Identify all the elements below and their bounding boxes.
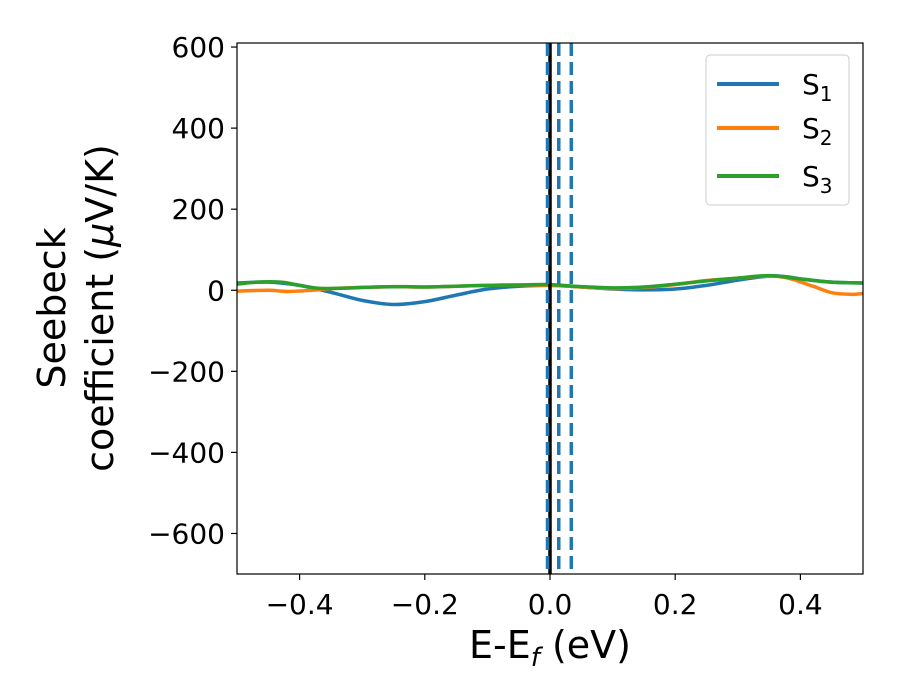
legend-sub-s1: 1 [820,82,833,106]
legend-item-s3: S3 [717,160,833,198]
y-tick-label: 600 [172,31,225,64]
svg-text:S1: S1 [802,68,833,106]
plot-area [237,43,863,574]
x-axis-label-main: E-E [469,623,531,667]
x-tick-label: −0.4 [266,588,334,621]
legend-sub-s2: 2 [820,126,833,150]
y-tick-label: −600 [148,517,225,550]
x-tick-label: −0.2 [391,588,459,621]
y-tick-label: 400 [172,112,225,145]
y-axis-label-mu: μ [78,223,122,248]
x-tick-label: 0.4 [778,588,823,621]
series-line-s3 [237,273,863,291]
y-axis-label-line1: Seebeck [30,227,74,388]
y-axis-label-line2: coefficient (μV/K) [78,144,122,472]
plot-content [237,43,863,574]
legend-label-s1: S [802,68,820,101]
y-tick-label: −400 [148,436,225,469]
y-tick-label: −200 [148,355,225,388]
legend-label-s3: S [802,160,820,193]
legend: S1 S2 S3 [705,54,850,206]
x-axis-ticks: −0.4 −0.2 0.0 0.2 0.4 [266,574,823,621]
x-tick-label: 0.0 [528,588,573,621]
svg-text:S3: S3 [802,160,833,198]
svg-text:S2: S2 [802,112,833,150]
y-tick-label: 0 [207,274,225,307]
legend-sub-s3: 3 [820,174,833,198]
y-axis-label-suffix: V/K) [78,144,122,223]
y-axis-label-prefix: coefficient ( [78,247,122,472]
legend-label-s2: S [802,112,820,145]
x-tick-label: 0.2 [653,588,698,621]
y-axis-ticks: −600 −400 −200 0 200 400 600 [148,31,237,550]
legend-item-s1: S1 [717,68,833,106]
x-axis-label-unit: (eV) [540,623,631,667]
x-axis-label: E-Ef (eV) [469,623,631,673]
y-tick-label: 200 [172,193,225,226]
legend-item-s2: S2 [717,112,833,150]
